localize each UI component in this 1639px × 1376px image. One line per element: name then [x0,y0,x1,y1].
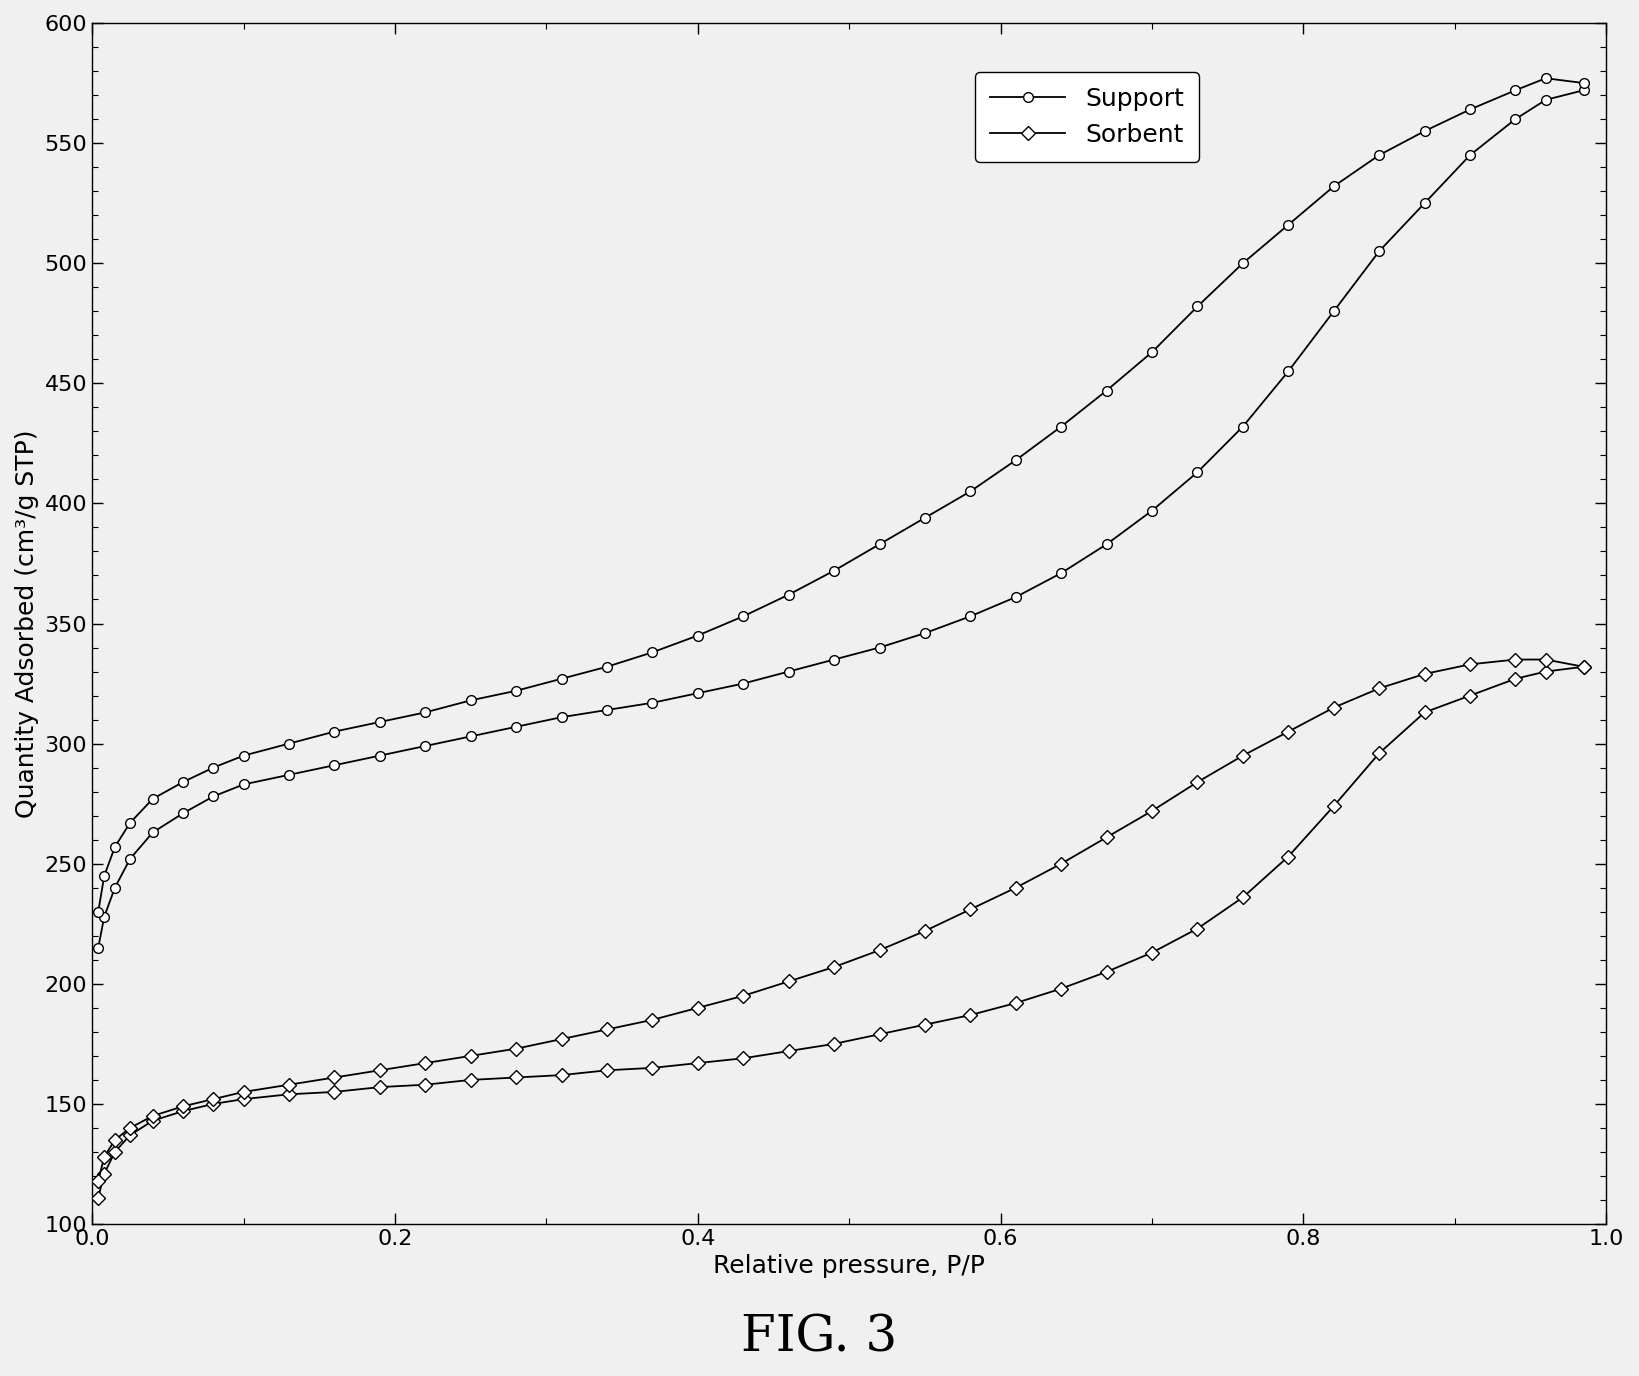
Support [1188,464,1208,480]
Sorbent [105,1143,125,1160]
Support [1142,502,1162,519]
Sorbent [506,1069,526,1086]
Sorbent [120,1127,139,1143]
Support [733,676,752,692]
Sorbent [89,1189,108,1205]
Support [1536,92,1555,109]
Support [597,702,616,718]
Support [415,738,434,754]
Support [1096,537,1116,553]
Support [461,728,480,744]
Sorbent [461,1072,480,1088]
Support [1573,83,1593,99]
Sorbent [1233,889,1252,905]
Sorbent [733,1050,752,1066]
Sorbent [960,1007,980,1024]
Support [120,850,139,867]
Y-axis label: Quantity Adsorbed (cm³/g STP): Quantity Adsorbed (cm³/g STP) [15,429,39,817]
Sorbent [279,1086,298,1102]
Sorbent [1142,944,1162,960]
Sorbent [688,1055,708,1072]
Support [174,805,193,821]
Sorbent [1096,963,1116,980]
Sorbent [915,1017,934,1033]
Support [1369,244,1388,260]
Sorbent [1506,670,1526,687]
Sorbent [1460,688,1480,705]
Support [915,625,934,641]
Sorbent [143,1112,162,1128]
Sorbent [552,1066,572,1083]
Support [95,908,115,925]
Sorbent [597,1062,616,1079]
Support [1414,195,1434,212]
Sorbent [174,1104,193,1120]
Sorbent [1324,798,1344,815]
Sorbent [870,1026,890,1043]
Sorbent [1278,848,1298,864]
Sorbent [1006,995,1026,1011]
Support [1460,147,1480,164]
Sorbent [1051,980,1070,996]
Sorbent [1369,744,1388,761]
Support [105,879,125,896]
Legend: Support, Sorbent: Support, Sorbent [975,72,1200,162]
Support [1506,111,1526,128]
Support [870,640,890,656]
Sorbent [1536,663,1555,680]
Support [1051,564,1070,581]
Support [642,695,662,711]
Support [506,718,526,735]
Support [234,776,254,793]
Sorbent [1414,705,1434,721]
Support [779,663,798,680]
Support [1324,303,1344,319]
Sorbent [1188,921,1208,937]
Support [370,747,390,764]
Support [325,757,344,773]
Sorbent [325,1084,344,1101]
Text: FIG. 3: FIG. 3 [741,1313,898,1362]
Sorbent [234,1091,254,1108]
Sorbent [415,1076,434,1093]
Support [552,709,572,725]
Support [824,651,844,667]
Support [1006,589,1026,605]
Sorbent [203,1095,223,1112]
Line: Sorbent: Sorbent [93,662,1588,1203]
Support [279,766,298,783]
Support [960,608,980,625]
Sorbent [1573,659,1593,676]
Sorbent [779,1043,798,1060]
Sorbent [95,1165,115,1182]
Support [1278,363,1298,380]
Line: Support: Support [93,85,1588,952]
Sorbent [642,1060,662,1076]
Sorbent [824,1036,844,1053]
Support [203,788,223,805]
Support [688,685,708,702]
X-axis label: Relative pressure, P/P: Relative pressure, P/P [713,1255,985,1278]
Support [89,940,108,956]
Sorbent [370,1079,390,1095]
Support [1233,418,1252,435]
Support [143,824,162,841]
